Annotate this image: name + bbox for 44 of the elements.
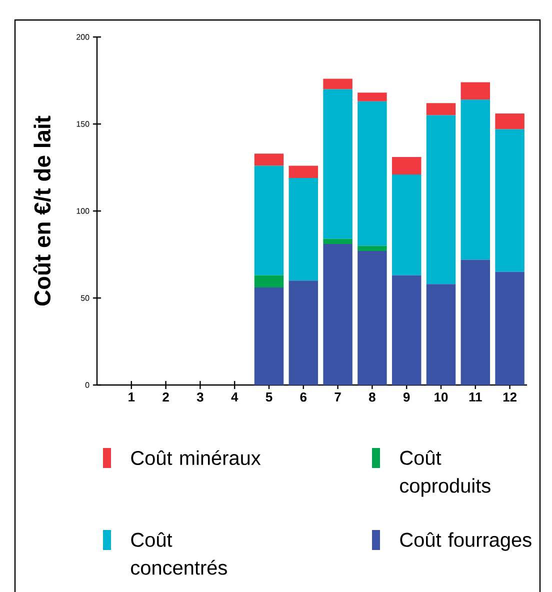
bar: [392, 275, 422, 385]
bar: [323, 244, 352, 385]
x-tick-label: 2: [162, 392, 169, 402]
x-tick-label: 6: [300, 392, 307, 402]
bar: [254, 154, 284, 166]
bar: [495, 129, 524, 272]
legend-label: Coût coproduits: [400, 450, 490, 497]
x-tick-label: 10: [434, 392, 448, 402]
bar: [426, 115, 456, 284]
bar: [288, 178, 318, 281]
bar: [288, 166, 318, 178]
x-tick-label: 3: [196, 392, 204, 402]
bar: [460, 82, 490, 100]
x-tick-label: 7: [334, 392, 341, 402]
bar: [254, 166, 284, 276]
x-tick-label: 8: [369, 392, 376, 402]
legend-label: Coût concentrés: [131, 532, 227, 575]
bar: [426, 103, 456, 116]
x-tick-label: 5: [266, 392, 272, 402]
bar: [323, 89, 352, 239]
bar: [254, 288, 284, 385]
bar: [392, 157, 422, 174]
bar: [254, 275, 284, 288]
bar: [323, 78, 352, 90]
x-tick-label: 4: [231, 392, 238, 402]
y-axis-title: Coût en €/t de lait: [33, 116, 51, 306]
legend-label: Coût minéraux: [131, 450, 261, 466]
bar: [358, 251, 387, 385]
bar: [460, 100, 490, 260]
bar: [495, 272, 524, 385]
x-tick-label: 12: [503, 392, 516, 402]
bar: [426, 284, 456, 385]
bar: [460, 260, 490, 385]
bar: [358, 101, 387, 246]
x-tick-label: 1: [128, 392, 135, 402]
bar: [288, 280, 318, 385]
x-tick-label: 11: [469, 392, 482, 402]
bar: [392, 174, 422, 276]
bar: [358, 92, 387, 102]
x-tick-label: 9: [403, 392, 410, 402]
bar: [358, 246, 387, 252]
bar: [323, 238, 352, 244]
bar: [495, 114, 524, 130]
legend-label: Coût fourrages: [400, 532, 532, 551]
